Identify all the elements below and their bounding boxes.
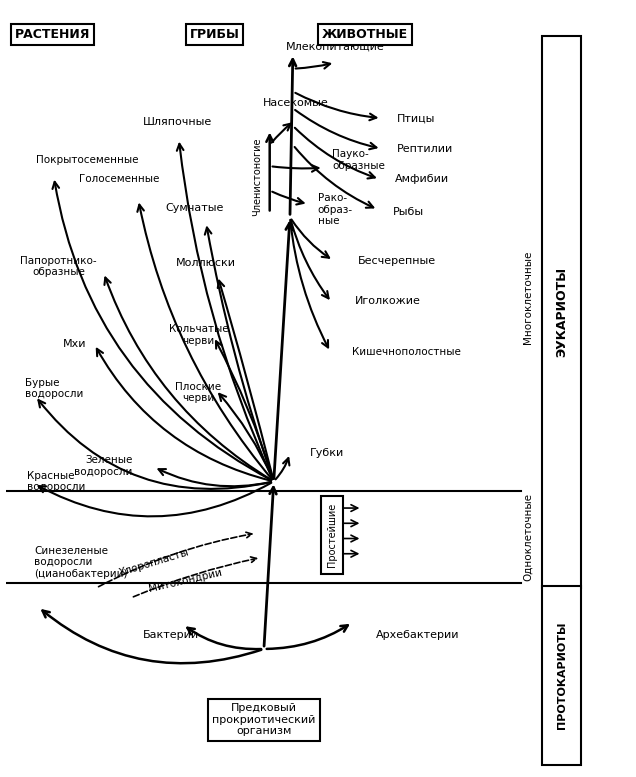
Text: Предковый
прокриотический
организм: Предковый прокриотический организм	[212, 703, 315, 737]
Text: ПРОТОКАРИОТЫ: ПРОТОКАРИОТЫ	[557, 622, 567, 730]
FancyBboxPatch shape	[542, 587, 581, 765]
Text: ГРИБЫ: ГРИБЫ	[190, 28, 240, 41]
Text: Кольчатые
черви: Кольчатые черви	[169, 325, 228, 346]
Text: Митохондрии: Митохондрии	[148, 568, 223, 594]
FancyBboxPatch shape	[542, 36, 581, 588]
Text: Голосеменные: Голосеменные	[79, 174, 160, 184]
Text: Папоротнико-
образные: Папоротнико- образные	[20, 256, 97, 277]
Text: Птицы: Птицы	[397, 113, 436, 124]
Text: Губки: Губки	[310, 448, 345, 458]
Text: Насекомые: Насекомые	[263, 98, 329, 108]
Text: Мхи: Мхи	[63, 340, 86, 350]
Text: РАСТЕНИЯ: РАСТЕНИЯ	[15, 28, 90, 41]
Text: Синезеленые
водоросли
(цианобактерии): Синезеленые водоросли (цианобактерии)	[34, 545, 128, 579]
Text: Членистоногие: Членистоногие	[252, 138, 263, 216]
Text: Бесчерепные: Бесчерепные	[358, 256, 436, 266]
Text: Иголкожие: Иголкожие	[355, 296, 420, 306]
Text: Рептилии: Рептилии	[397, 144, 453, 154]
Text: ЖИВОТНЫЕ: ЖИВОТНЫЕ	[322, 28, 408, 41]
FancyBboxPatch shape	[321, 496, 343, 573]
Text: Рыбы: Рыбы	[393, 207, 424, 217]
Text: Бактерии: Бактерии	[143, 630, 199, 640]
Text: Многоклеточные: Многоклеточные	[523, 250, 534, 343]
Text: Рако-
образ-
ные: Рако- образ- ные	[318, 193, 353, 226]
Text: Моллюски: Моллюски	[176, 258, 236, 268]
Text: Амфибии: Амфибии	[396, 174, 450, 184]
Text: Бурые
водоросли: Бурые водоросли	[25, 378, 84, 399]
Text: Красные
водоросли: Красные водоросли	[27, 471, 86, 492]
Text: Простейшие: Простейшие	[327, 503, 336, 567]
Text: Одноклеточные: Одноклеточные	[523, 493, 534, 581]
Text: Кишечнополостные: Кишечнополостные	[352, 347, 461, 357]
Text: Зеленые
водоросли: Зеленые водоросли	[74, 455, 132, 477]
Text: Шляпочные: Шляпочные	[143, 117, 212, 127]
Text: Плоские
черви: Плоские черви	[176, 382, 221, 403]
Text: Пауко-
образные: Пауко- образные	[332, 149, 385, 171]
Text: Архебактерии: Архебактерии	[376, 630, 459, 640]
Text: Млекопитающие: Млекопитающие	[286, 41, 385, 51]
Text: Покрытосеменные: Покрытосеменные	[36, 155, 139, 166]
Text: Сумчатые: Сумчатые	[165, 204, 224, 214]
Text: Хлоропласты: Хлоропласты	[118, 547, 190, 577]
Text: ЭУКАРИОТЫ: ЭУКАРИОТЫ	[555, 267, 569, 357]
